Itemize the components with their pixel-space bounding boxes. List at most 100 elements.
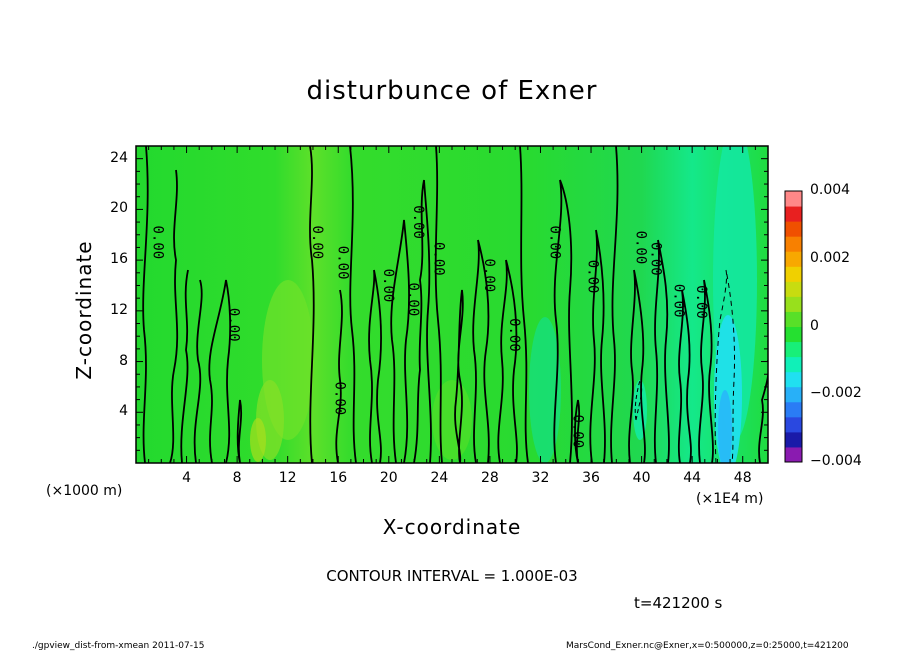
axis-ticks (136, 146, 768, 463)
contour-line-negative (714, 269, 736, 463)
contour-line-negative (634, 378, 643, 421)
contour-line (236, 399, 243, 463)
contour-labels: 0.000.000.000.000.000.00 0.000.000.00 0.00… (150, 205, 710, 448)
contour-line (434, 146, 443, 463)
contour-line (169, 169, 179, 463)
colorbar-swatch (785, 416, 802, 433)
colorbar-swatch (785, 386, 802, 403)
colorbar-swatch (785, 251, 802, 267)
contour-line (454, 289, 464, 463)
y-tick-label: 20 (110, 200, 128, 217)
colorbar-swatch (785, 221, 802, 237)
colorbar-swatch (785, 236, 802, 252)
contour-line (758, 360, 768, 463)
field-patch (250, 418, 266, 462)
contour-line (368, 269, 382, 463)
contour-line (677, 289, 692, 463)
colorbar-label: 0.002 (810, 249, 851, 266)
x-tick-label: 32 (531, 470, 550, 486)
x-tick-label: 48 (733, 470, 752, 486)
field-patch (529, 317, 561, 463)
contour-label: 0.00 (481, 258, 497, 292)
contour-line (628, 269, 646, 463)
x-unit-left-label: (×1000 m) (46, 483, 123, 499)
contour-label: 0.00 (405, 283, 421, 317)
time-label: t=421200 s (634, 594, 723, 612)
colorbar-swatch (785, 296, 802, 312)
x-tick-label: 24 (430, 470, 449, 486)
y-tick-label: 8 (119, 352, 128, 369)
x-tick-label: 44 (683, 470, 702, 486)
contour-line (413, 179, 432, 463)
y-tick-label: 4 (119, 403, 128, 420)
contour-label: 0.00 (670, 284, 686, 318)
x-tick-label: 12 (278, 470, 297, 486)
contour-label: 0.00 (547, 226, 563, 260)
contour-label: 0.00 (569, 414, 585, 448)
contour-line (180, 269, 189, 463)
footer-left-text: ./gpview_dist-from-xmean 2011-07-15 (32, 641, 205, 651)
colorbar-swatch (785, 341, 802, 358)
contour-label: 0.00 (334, 246, 350, 280)
colorbar-swatch (785, 326, 802, 343)
contour-line (472, 239, 490, 463)
contour-line (519, 146, 529, 463)
contour-line (553, 179, 573, 463)
y-tick-label: 12 (110, 301, 128, 318)
contour-line (349, 146, 357, 463)
contour-label: 0.00 (693, 285, 709, 319)
y-tick-label: 24 (110, 149, 128, 166)
colorbar-swatch (785, 266, 802, 282)
x-unit-right-label: (×1E4 m) (696, 491, 764, 507)
contour-label: 0.00 (410, 205, 426, 239)
colorbar-swatch (785, 431, 802, 448)
x-tick-label: 36 (582, 470, 600, 486)
x-tick-label: 28 (480, 470, 499, 486)
colorbar-label: 0.004 (810, 182, 851, 198)
x-tick-label: 16 (329, 470, 348, 486)
footer-right-text: MarsCond_Exner.nc@Exner,x=0:500000,z=0:2… (566, 641, 849, 651)
field-patch (432, 380, 472, 460)
contour-line (309, 146, 315, 463)
contour-label: 0.00 (430, 242, 446, 276)
contour-line (208, 279, 232, 463)
x-tick-label: 8 (232, 470, 242, 486)
colorbar-swatch (785, 191, 802, 207)
contour-interval-text: CONTOUR INTERVAL = 1.000E-03 (326, 567, 578, 585)
field-patch (718, 390, 732, 463)
contour-label: 0.00 (633, 231, 649, 265)
contour-line (497, 259, 518, 463)
colorbar-swatch (785, 356, 802, 373)
colorbar-swatch (785, 371, 802, 388)
contour-line (698, 279, 714, 463)
contour-label: 0.00 (380, 269, 396, 303)
colorbar-label: −0.002 (810, 385, 862, 402)
y-axis-label: Z-coordinate (72, 240, 96, 380)
contour-line (142, 146, 149, 463)
contour-label: 0.00 (648, 242, 664, 276)
contour-label: 0.00 (585, 260, 601, 294)
contour-label: 0.00 (309, 226, 325, 260)
chart-title: disturbunce of Exner (306, 76, 598, 106)
contour-label: 0.00 (332, 381, 348, 415)
x-tick-label: 40 (632, 470, 651, 486)
x-tick-label: 4 (182, 470, 192, 486)
contour-label: 0.00 (506, 318, 522, 352)
colorbar-frame (784, 190, 803, 463)
contour-line (193, 279, 203, 463)
x-tick-label: 20 (379, 470, 398, 486)
colorbar-label: −0.004 (810, 453, 862, 469)
colorbar-label: 0 (810, 317, 819, 334)
contour-line (653, 239, 670, 463)
contour-line (574, 399, 581, 463)
colorbar-swatch (785, 311, 802, 327)
contour-label: 0.00 (226, 308, 242, 342)
colorbar-swatch (785, 446, 802, 463)
contour-line (610, 146, 619, 463)
contour-label: 0.00 (150, 226, 166, 260)
contour-line (589, 229, 606, 463)
colorbar (785, 191, 802, 463)
contour-lines (142, 146, 768, 463)
colorbar-swatch (785, 281, 802, 297)
